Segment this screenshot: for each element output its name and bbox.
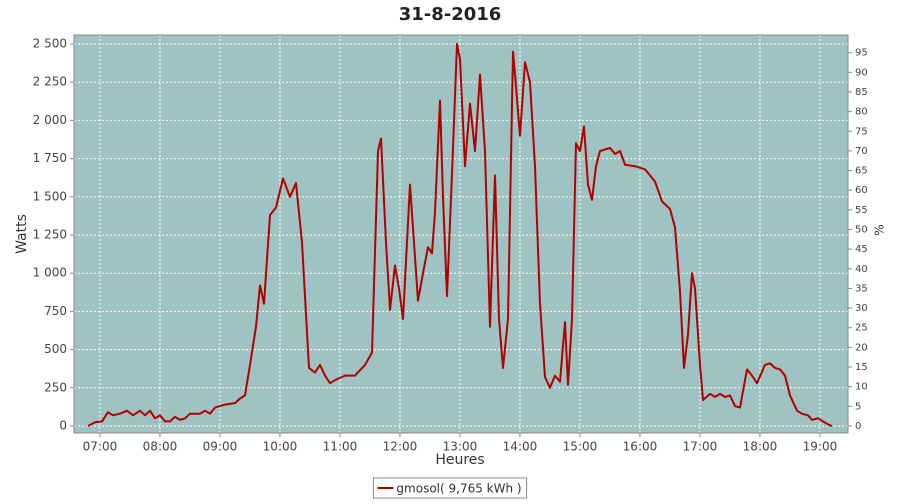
x-tick-label: 10:00 [263,440,298,454]
chart-title: 31-8-2016 [399,4,502,25]
legend-label: gmosol( 9,765 kWh ) [396,482,521,496]
y2-tick-label: 30 [855,303,868,314]
y-tick-label: 0 [59,418,67,432]
data-line [87,43,833,427]
y2-tick-label: 95 [855,48,868,59]
x-tick-label: 11:00 [323,440,358,454]
y2-tick-label: 35 [855,283,868,294]
y2-tick-label: 5 [855,401,861,412]
y2-tick-label: 10 [855,382,868,393]
y2-tick-label: 50 [855,224,868,235]
y2-tick-label: 0 [855,421,861,432]
y2-tick-label: 55 [855,205,868,216]
y2-tick-label: 40 [855,264,868,275]
x-tick-label: 13:00 [443,440,478,454]
y-tick-label: 1 250 [33,227,67,241]
y-tick-label: 1 500 [33,189,67,203]
y2-tick-label: 70 [855,146,868,157]
y-tick-label: 2 000 [33,113,67,127]
y2-tick-label: 80 [855,107,868,118]
y2-tick-label: 65 [855,166,868,177]
x-tick-label: 14:00 [503,440,538,454]
y-tick-label: 750 [44,304,67,318]
x-tick-label: 09:00 [203,440,238,454]
x-tick-label: 15:00 [563,440,598,454]
y2-tick-label: 85 [855,87,868,98]
y2-tick-label: 75 [855,126,868,137]
legend-box [372,477,528,499]
plot-border [73,34,849,434]
y-tick-label: 2 500 [33,37,67,51]
x-tick-label: 07:00 [83,440,118,454]
y-tick-label: 2 250 [33,75,67,89]
y2-axis-label: % [873,224,887,235]
y-tick-label: 250 [44,380,67,394]
y-tick-label: 1 000 [33,266,67,280]
x-axis-label: Heures [435,452,484,468]
x-tick-label: 08:00 [143,440,178,454]
y2-tick-label: 25 [855,323,868,334]
y2-tick-label: 20 [855,342,868,353]
y-tick-label: 500 [44,342,67,356]
y-tick-label: 1 750 [33,151,67,165]
y2-tick-label: 45 [855,244,868,255]
y2-tick-label: 90 [855,67,868,78]
x-tick-label: 12:00 [383,440,418,454]
y-axis-label: Watts [14,214,30,254]
y2-tick-label: 60 [855,185,868,196]
y2-tick-label: 15 [855,362,868,373]
x-tick-label: 17:00 [683,440,718,454]
x-tick-label: 18:00 [743,440,778,454]
x-tick-label: 19:00 [803,440,838,454]
x-tick-label: 16:00 [623,440,658,454]
legend: gmosol( 9,765 kWh ) [372,477,528,499]
